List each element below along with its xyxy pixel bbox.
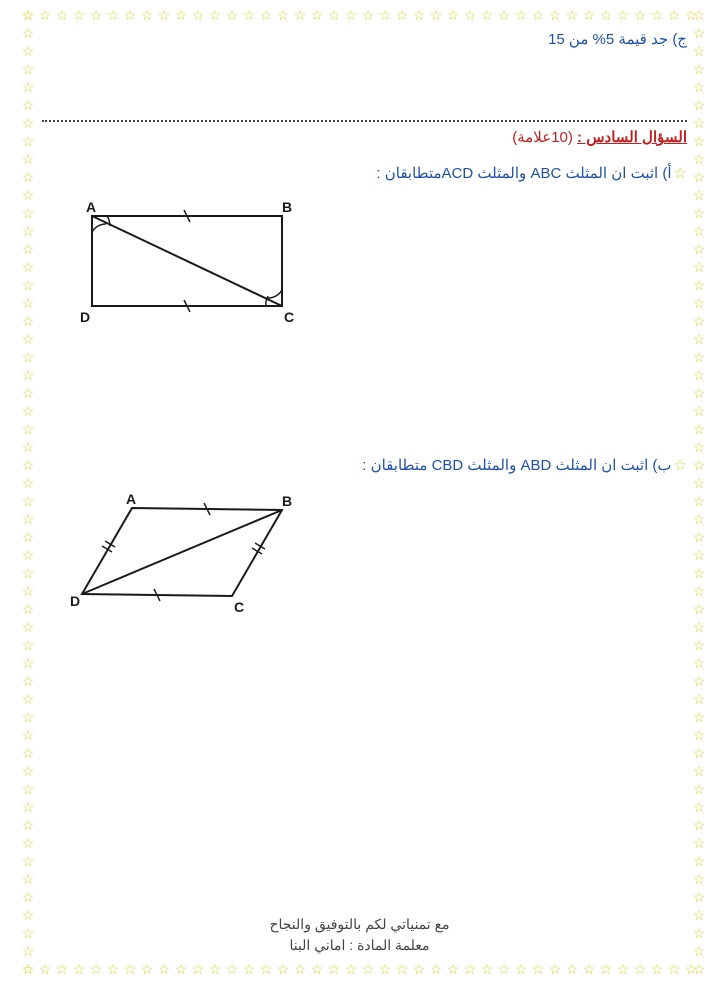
vertex-label: A — [126, 491, 136, 507]
question-c: ج) جد قيمة 5% من 15 — [42, 30, 687, 48]
diagonal — [92, 216, 282, 306]
part-a-text: اثبت ان المثلث ABC والمثلث ACDمتطابقان : — [376, 165, 658, 182]
part-b-prefix: ب) — [652, 457, 671, 474]
star-icon: ☆ — [674, 165, 687, 182]
question-c-prefix: ج) — [672, 31, 687, 48]
part-b-text: اثبت ان المثلث ABD والمثلث CBD متطابقان … — [362, 457, 648, 474]
vertex-label: C — [284, 309, 294, 325]
vertex-label: A — [86, 199, 96, 215]
part-a-prefix: أ) — [662, 165, 671, 182]
star-icon: ☆ — [674, 457, 687, 474]
part-b: ☆ب) اثبت ان المثلث ABD والمثلث CBD متطاب… — [42, 456, 687, 474]
vertex-label: D — [80, 309, 90, 325]
border-bottom: ☆☆☆☆☆☆☆☆☆☆☆☆☆☆☆☆☆☆☆☆☆☆☆☆☆☆☆☆☆☆☆☆☆☆☆☆☆☆☆☆ — [20, 962, 699, 978]
footer-line1: مع تمنياتي لكم بالتوفيق والنجاح — [0, 914, 719, 935]
spacer — [42, 386, 687, 456]
question-six-header: السؤال السادس : (10علامة) — [42, 128, 687, 146]
vertex-label: B — [282, 493, 292, 509]
part-a: ☆أ) اثبت ان المثلث ABC والمثلث ACDمتطابق… — [42, 164, 687, 182]
page-footer: مع تمنياتي لكم بالتوفيق والنجاح معلمة ال… — [0, 914, 719, 956]
spacer — [42, 56, 687, 116]
vertex-label: B — [282, 199, 292, 215]
question-c-text: جد قيمة 5% من 15 — [548, 31, 668, 48]
vertex-label: D — [70, 593, 80, 609]
vertex-label: C — [234, 599, 244, 615]
figure-1: A B C D — [42, 196, 687, 346]
border-left: ☆☆☆☆☆☆☆☆☆☆☆☆☆☆☆☆☆☆☆☆☆☆☆☆☆☆☆☆☆☆☆☆☆☆☆☆☆☆☆☆… — [20, 8, 36, 978]
border-right: ☆☆☆☆☆☆☆☆☆☆☆☆☆☆☆☆☆☆☆☆☆☆☆☆☆☆☆☆☆☆☆☆☆☆☆☆☆☆☆☆… — [691, 8, 707, 978]
page-content: ج) جد قيمة 5% من 15 السؤال السادس : (10ع… — [42, 30, 687, 956]
question-six-marks: (10علامة) — [512, 129, 573, 146]
divider-dotted — [42, 120, 687, 122]
border-top: ☆☆☆☆☆☆☆☆☆☆☆☆☆☆☆☆☆☆☆☆☆☆☆☆☆☆☆☆☆☆☆☆☆☆☆☆☆☆☆☆ — [20, 8, 699, 24]
footer-line2: معلمة المادة : اماني البنا — [0, 935, 719, 956]
question-six-label: السؤال السادس : — [577, 129, 687, 146]
angle-arc — [268, 290, 282, 298]
angle-arc — [92, 224, 106, 232]
figure-2: A B C D — [42, 488, 687, 628]
